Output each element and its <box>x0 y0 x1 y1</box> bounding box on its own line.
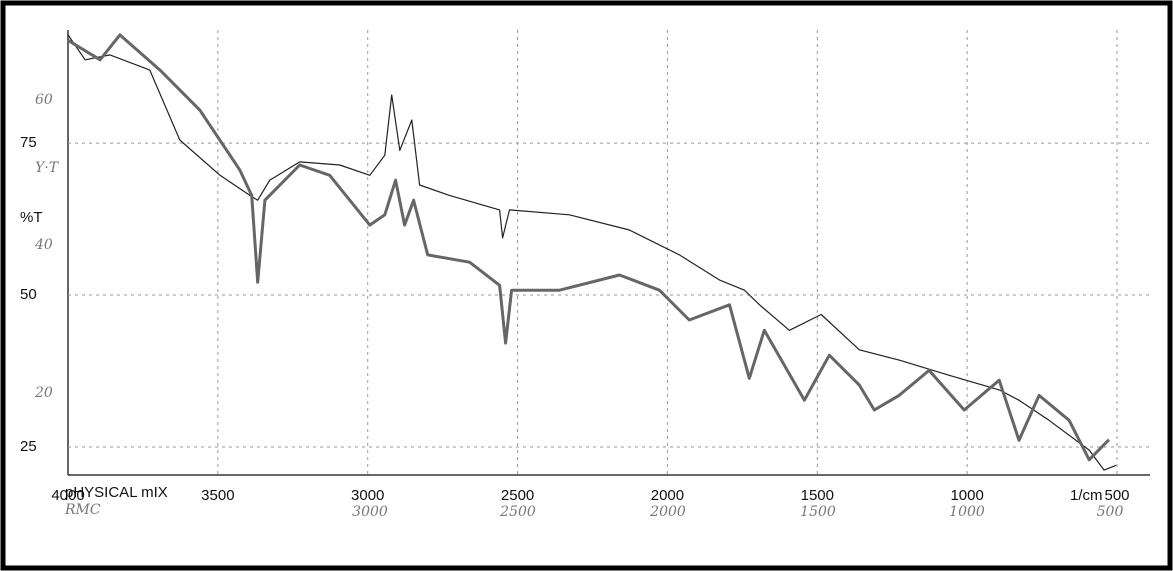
x-tick-label: 2500 <box>501 487 534 504</box>
series-line <box>67 33 1110 462</box>
annotation: 40 <box>34 237 53 253</box>
annotation: RMC <box>64 502 101 518</box>
y-tick-label: 50 <box>20 286 37 303</box>
x-tick-label: 3000 <box>351 487 384 504</box>
y-tick-label: 25 <box>20 438 37 455</box>
y-axis-label: %T <box>20 209 43 226</box>
annotation: Y·T <box>35 160 60 176</box>
x-tick-label: 2000 <box>651 487 684 504</box>
annotation: pHYSICAL mIX <box>65 484 168 501</box>
annotation: 1000 <box>949 504 985 520</box>
annotation: 2500 <box>499 504 536 520</box>
annotation: 3000 <box>352 504 388 520</box>
x-tick-label: 500 <box>1105 487 1130 504</box>
x-tick-label: 4000 <box>51 487 84 504</box>
annotation: 500 <box>1097 504 1124 520</box>
annotation: 20 <box>34 385 53 401</box>
x-tick-label: 1000 <box>950 487 983 504</box>
x-tick-label: 3500 <box>201 487 234 504</box>
x-axis-label: 1/cm <box>1070 487 1103 504</box>
annotation: 1500 <box>800 504 836 520</box>
x-tick-label: 1500 <box>801 487 834 504</box>
annotation: 2000 <box>649 504 686 520</box>
y-tick-label: 75 <box>20 134 37 151</box>
annotation: 60 <box>35 92 53 108</box>
